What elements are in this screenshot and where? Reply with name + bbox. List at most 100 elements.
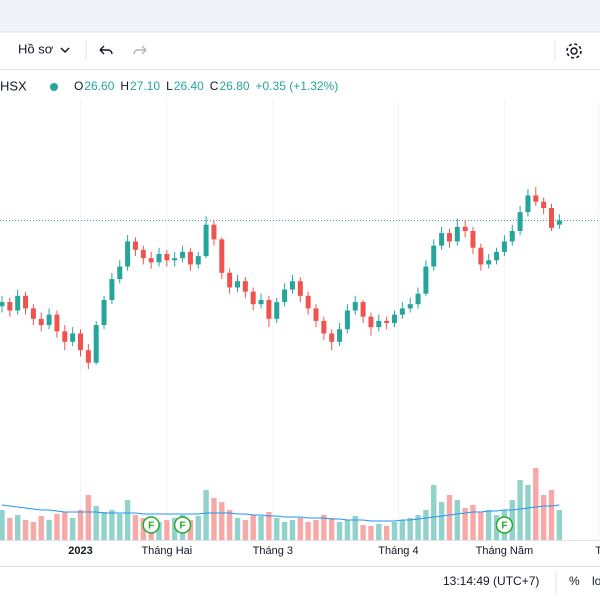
event-marker: F xyxy=(495,516,514,534)
candle-body xyxy=(415,293,421,305)
volume-bar xyxy=(556,510,563,540)
candle-body xyxy=(297,281,303,296)
candle-body xyxy=(7,302,13,311)
candle-body xyxy=(38,318,44,326)
volume-bar xyxy=(172,518,178,540)
candle-body xyxy=(360,302,366,317)
candle-body xyxy=(15,295,21,311)
log-toggle[interactable]: lo xyxy=(592,574,600,588)
candle-body xyxy=(187,251,193,265)
dropdown-icon[interactable] xyxy=(60,47,70,54)
event-label: F xyxy=(148,521,154,532)
volume-bar xyxy=(352,516,358,540)
volume-bar xyxy=(124,500,131,540)
volume-bar xyxy=(525,485,531,540)
volume-bar xyxy=(234,518,241,540)
candle-body xyxy=(140,249,146,259)
candle-body xyxy=(470,231,476,248)
candle-body xyxy=(282,289,288,303)
event-circle xyxy=(495,516,514,534)
candle-body xyxy=(376,320,382,328)
volume-bar xyxy=(219,502,225,540)
candle-body xyxy=(62,331,68,342)
candle-body xyxy=(352,302,358,311)
candle-body xyxy=(101,300,107,326)
x-tick-label: 2023 xyxy=(68,545,92,557)
candle-body xyxy=(46,314,52,326)
volume-bar xyxy=(423,510,429,540)
volume-bar xyxy=(69,518,76,540)
volume-bar xyxy=(383,526,390,540)
volume-ma-line xyxy=(1,504,560,522)
event-marker: F xyxy=(173,516,192,534)
candle-body xyxy=(78,333,83,351)
redo-button[interactable] xyxy=(133,45,147,55)
volume-bar xyxy=(431,485,437,540)
candle-body xyxy=(211,224,217,240)
volume-bar xyxy=(321,515,327,540)
volume-bar xyxy=(22,520,29,540)
undo-button[interactable] xyxy=(99,45,113,55)
event-label: F xyxy=(501,521,507,532)
candle-body xyxy=(556,220,562,225)
volume-bar xyxy=(156,522,162,540)
candle-body xyxy=(180,251,186,259)
candle-body xyxy=(274,302,280,319)
candle-body xyxy=(125,241,131,267)
candle-body xyxy=(533,195,539,202)
gear-center xyxy=(570,47,578,55)
x-tick-label: Tháng 4 xyxy=(378,545,418,557)
x-tick-label: T xyxy=(595,545,600,557)
percent-toggle[interactable]: % xyxy=(569,574,580,588)
candle-body xyxy=(30,308,36,319)
volume-bar xyxy=(274,518,280,540)
volume-bar xyxy=(391,522,398,540)
legend-key: H xyxy=(120,79,129,93)
volume-bar xyxy=(15,515,21,540)
candle-body xyxy=(54,314,60,332)
volume-bar xyxy=(289,520,296,540)
volume-bar xyxy=(187,520,194,540)
event-label: F xyxy=(179,521,185,532)
legend-key: L xyxy=(166,79,173,93)
volume-bar xyxy=(329,518,335,540)
candle-body xyxy=(195,256,201,265)
legend-value: 26.60 xyxy=(84,79,114,93)
volume-bar xyxy=(109,510,115,540)
volume-bar xyxy=(30,522,37,540)
volume-bar xyxy=(203,490,209,540)
volume-bar xyxy=(548,490,555,540)
candle-body xyxy=(250,291,256,305)
volume-bar xyxy=(281,522,288,540)
candle-body xyxy=(517,212,523,231)
candle-body xyxy=(462,226,468,231)
volume-bar xyxy=(140,518,146,540)
candle-body xyxy=(399,308,405,315)
candle-body xyxy=(85,350,91,363)
x-tick-label: Tháng Năm xyxy=(476,545,533,557)
profile-menu[interactable]: Hồ sơ xyxy=(18,41,54,56)
volume-bar xyxy=(470,505,476,540)
event-marker: F xyxy=(142,516,160,534)
volume-bar xyxy=(164,520,170,540)
candle-body xyxy=(321,320,327,334)
candle-body xyxy=(305,295,311,309)
candle-body xyxy=(392,314,397,323)
volume-bar xyxy=(360,525,366,540)
volume-bar xyxy=(486,510,492,540)
volume-bar xyxy=(132,515,139,540)
volume-bar xyxy=(226,510,233,540)
candle-body xyxy=(93,325,99,363)
legend-value: 26.80 xyxy=(219,79,249,93)
market-status xyxy=(50,83,58,91)
candle-body xyxy=(109,279,115,300)
legend-value: 27.10 xyxy=(130,79,160,93)
volume-bar xyxy=(46,520,52,540)
candle-body xyxy=(289,281,295,290)
x-tick-label: Tháng 3 xyxy=(253,545,293,557)
volume-bar xyxy=(101,512,107,540)
clock: 13:14:49 (UTC+7) xyxy=(443,574,539,588)
volume-bar xyxy=(7,518,13,540)
settings-button[interactable] xyxy=(566,43,582,59)
